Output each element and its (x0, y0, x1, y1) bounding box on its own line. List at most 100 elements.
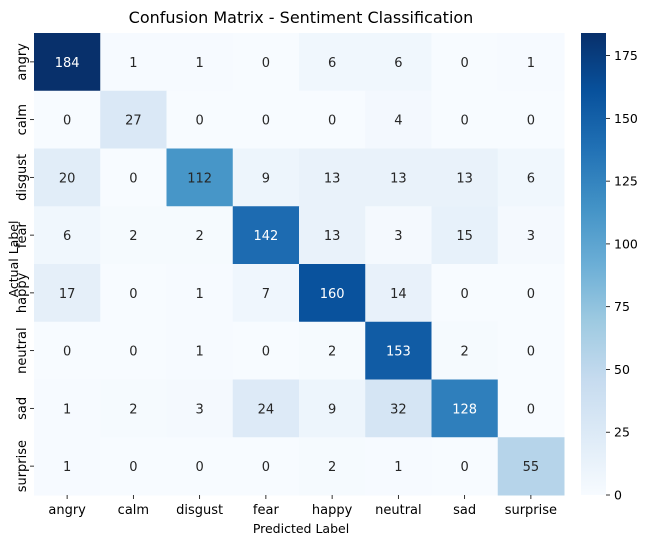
heatmap-cell-value: 2 (129, 402, 137, 417)
heatmap-cell-value: 4 (394, 114, 402, 129)
heatmap-cell-sad-disgust (166, 379, 234, 438)
heatmap-cell-surprise-fear (232, 437, 300, 496)
heatmap-cells (34, 33, 565, 496)
heatmap-cell-value: 0 (460, 56, 468, 71)
heatmap-cell-fear-angry (34, 206, 101, 265)
heatmap-cell-value: 0 (262, 460, 270, 475)
x-axis-label: Predicted Label (253, 521, 349, 536)
heatmap-cell-value: 0 (527, 114, 535, 129)
y-tick-label: angry (15, 43, 30, 81)
heatmap-cell-angry-calm (100, 33, 167, 92)
heatmap-cell-calm-sad (431, 90, 499, 149)
heatmap-cell-calm-surprise (497, 90, 565, 149)
heatmap-cell-surprise-disgust (166, 437, 234, 496)
y-axis-ticks: angry calm disgust fear happy neutral sad surpr… (15, 43, 34, 492)
y-tick-label: sad (15, 397, 30, 420)
heatmap-cell-value: 0 (129, 171, 137, 186)
heatmap-cell-fear-disgust (166, 206, 234, 265)
heatmap-cell-value: 6 (527, 171, 535, 186)
heatmap-cell-value: 0 (195, 460, 203, 475)
heatmap-cell-disgust-fear (232, 148, 300, 207)
colorbar-tick-label: 75 (614, 299, 630, 314)
heatmap-cell-value: 13 (390, 171, 407, 186)
heatmap-cell-value: 0 (129, 345, 137, 360)
heatmap-cell-value: 0 (129, 287, 137, 302)
heatmap-cell-labels: 184 1 1 0 6 6 0 10 27 0 0 0 4 0 020 0 112 9 13 13 13 66 2 2 142 1… (55, 56, 539, 475)
colorbar-tick-label: 25 (614, 425, 630, 440)
heatmap-cell-happy-calm (100, 264, 167, 323)
heatmap-cell-neutral-happy (299, 321, 366, 380)
heatmap-cell-sad-calm (100, 379, 167, 438)
heatmap-cell-value: 14 (390, 287, 407, 302)
heatmap-cell-fear-neutral (365, 206, 432, 265)
heatmap-cell-fear-sad (431, 206, 499, 265)
heatmap-cell-angry-neutral (365, 33, 432, 92)
colorbar-tick-label: 50 (614, 362, 630, 377)
heatmap-cell-value: 0 (129, 460, 137, 475)
heatmap-cell-fear-calm (100, 206, 167, 265)
heatmap-cell-value: 112 (187, 171, 212, 186)
heatmap-cell-value: 1 (63, 460, 71, 475)
heatmap-cell-surprise-angry (34, 437, 101, 496)
heatmap-cell-value: 0 (262, 345, 270, 360)
heatmap-cell-sad-fear (232, 379, 300, 438)
heatmap-cell-value: 0 (460, 114, 468, 129)
x-tick-label: sad (453, 503, 476, 518)
y-tick-label: happy (15, 272, 30, 313)
y-tick-label: fear (15, 222, 30, 249)
x-tick-label: disgust (176, 503, 223, 518)
heatmap-cell-calm-angry (34, 90, 101, 149)
y-tick-label: calm (15, 104, 30, 135)
heatmap-cell-value: 160 (320, 287, 345, 302)
chart-title: Confusion Matrix - Sentiment Classificat… (129, 8, 474, 27)
colorbar: 0 25 50 75 100 125 150 175 (581, 33, 638, 503)
y-axis-label: Actual Label (6, 221, 21, 298)
x-tick-label: calm (118, 503, 149, 518)
heatmap-cell-angry-fear (232, 33, 300, 92)
colorbar-tick-label: 150 (614, 111, 638, 126)
heatmap-cell-value: 1 (195, 287, 203, 302)
heatmap-cell-value: 17 (59, 287, 76, 302)
heatmap-cell-value: 2 (328, 345, 336, 360)
heatmap-cell-value: 0 (527, 345, 535, 360)
heatmap-cell-value: 3 (527, 229, 535, 244)
heatmap-cell-surprise-happy (299, 437, 366, 496)
heatmap-cell-surprise-calm (100, 437, 167, 496)
colorbar-tick-label: 100 (614, 236, 638, 251)
heatmap-cell-value: 128 (452, 402, 477, 417)
heatmap-cell-value: 3 (195, 402, 203, 417)
heatmap-cell-surprise-sad (431, 437, 499, 496)
y-tick-label: neutral (15, 327, 30, 374)
heatmap-cell-value: 55 (523, 460, 540, 475)
heatmap-cell-value: 13 (456, 171, 473, 186)
heatmap-cell-value: 20 (59, 171, 76, 186)
heatmap-cell-neutral-angry (34, 321, 101, 380)
heatmap-cell-value: 0 (262, 56, 270, 71)
heatmap-cell-value: 1 (129, 56, 137, 71)
heatmap-cell-sad-sad (431, 379, 499, 438)
heatmap-cell-value: 0 (527, 402, 535, 417)
colorbar-tick-label: 0 (614, 488, 622, 503)
y-tick-label: surprise (15, 440, 30, 492)
heatmap-cell-value: 142 (253, 229, 278, 244)
colorbar-gradient (581, 33, 606, 495)
heatmap-cell-value: 7 (262, 287, 270, 302)
heatmap-cell-sad-neutral (365, 379, 432, 438)
heatmap-cell-value: 0 (195, 114, 203, 129)
heatmap-cell-value: 0 (63, 345, 71, 360)
heatmap-cell-value: 32 (390, 402, 407, 417)
heatmap-cell-sad-angry (34, 379, 101, 438)
x-axis-ticks: angry calm disgust fear happy neutral sad surpr… (48, 495, 557, 518)
heatmap-cell-value: 184 (55, 56, 80, 71)
x-tick-label: surprise (505, 503, 557, 518)
heatmap-cell-value: 9 (328, 402, 336, 417)
heatmap-cell-calm-calm (100, 90, 167, 149)
heatmap-cell-disgust-angry (34, 148, 101, 207)
heatmap-cell-neutral-calm (100, 321, 167, 380)
heatmap-cell-angry-surprise (497, 33, 565, 92)
heatmap-cell-happy-happy (299, 264, 366, 323)
heatmap-cell-sad-happy (299, 379, 366, 438)
heatmap-cell-value: 15 (456, 229, 473, 244)
x-tick-label: angry (48, 503, 86, 518)
heatmap-cell-happy-disgust (166, 264, 234, 323)
